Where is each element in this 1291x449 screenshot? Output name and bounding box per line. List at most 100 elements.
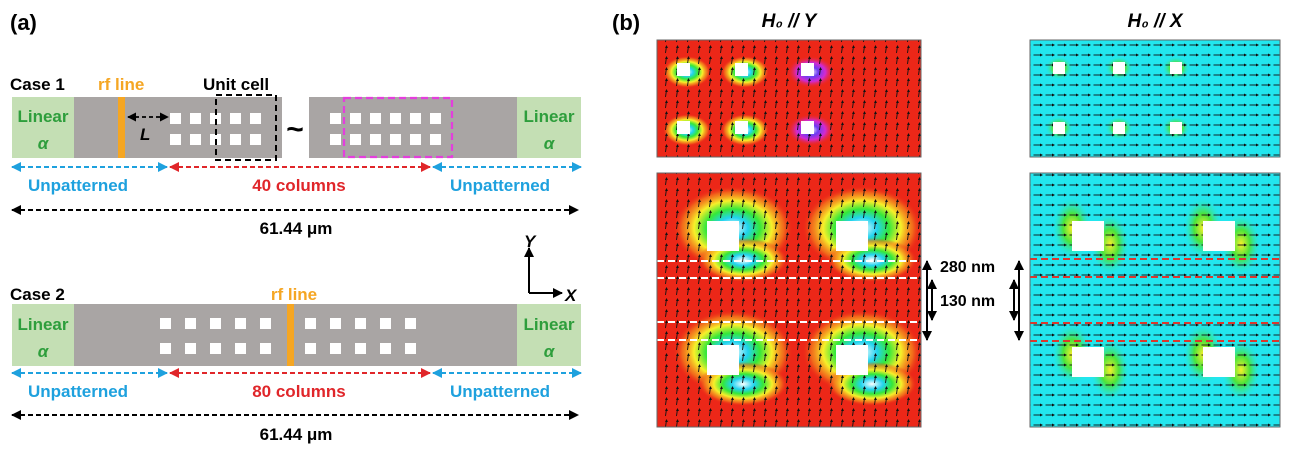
case1-length-symbol: L — [140, 125, 150, 144]
antidot-hole — [350, 113, 361, 124]
antidot-hole — [235, 318, 246, 329]
antidot-hole — [250, 113, 261, 124]
panel-b-label: (b) — [612, 10, 640, 35]
map-x-zoom-frame — [1029, 172, 1281, 428]
case2-linear-left-region — [12, 304, 74, 366]
antidot-hole — [305, 318, 316, 329]
antidot-hole — [330, 318, 341, 329]
map-y-zoom-frame — [656, 172, 922, 428]
map-x-zoom — [1030, 173, 1280, 427]
map-y-small-frame — [656, 39, 922, 158]
antidot-hole — [1203, 347, 1235, 377]
map-y-zoom — [657, 173, 921, 427]
case2-columns-label: 80 columns — [252, 382, 346, 401]
antidot-hole — [170, 113, 181, 124]
antidot-hole — [677, 63, 690, 76]
antidot-hole — [185, 318, 196, 329]
axis-y-label: Y — [524, 232, 537, 251]
antidot-hole — [410, 134, 421, 145]
antidot-hole — [801, 63, 814, 76]
case1-linear-right-label: Linear — [523, 107, 574, 126]
map-x-small-frame — [1029, 39, 1281, 158]
case1-unit-cell-label: Unit cell — [203, 75, 269, 94]
antidot-hole — [677, 121, 690, 134]
antidot-hole — [350, 134, 361, 145]
dimension-280nm-label: 280 nm — [940, 259, 995, 276]
case1-columns-label: 40 columns — [252, 176, 346, 195]
antidot-hole — [210, 343, 221, 354]
antidot-hole — [1053, 122, 1065, 134]
panel-b-left-title: H₀ // Y — [762, 11, 819, 32]
case1-antidot-array — [170, 113, 441, 145]
antidot-hole — [330, 343, 341, 354]
case2-linear-right-region — [517, 304, 581, 366]
antidot-hole — [735, 63, 748, 76]
dimension-130nm-label: 130 nm — [940, 293, 995, 310]
antidot-hole — [210, 318, 221, 329]
antidot-hole — [1170, 122, 1182, 134]
case2-antidot-array — [160, 318, 416, 354]
antidot-hole — [836, 221, 868, 251]
antidot-hole — [1072, 347, 1104, 377]
case1-rf-line-label: rf line — [98, 75, 144, 94]
case1-title: Case 1 — [10, 75, 65, 94]
map-y-small — [657, 40, 921, 157]
antidot-hole — [230, 134, 241, 145]
antidot-hole — [235, 343, 246, 354]
case1-linear-left-label: Linear — [17, 107, 68, 126]
antidot-hole — [355, 318, 366, 329]
map-x-small — [1030, 40, 1280, 157]
panel-a-label: (a) — [10, 10, 37, 35]
antidot-hole — [390, 134, 401, 145]
antidot-hole — [430, 134, 441, 145]
case2-rf-line — [287, 304, 294, 366]
case2-linear-right-alpha: α — [544, 342, 556, 361]
case1-unpatterned-left-label: Unpatterned — [28, 176, 128, 195]
case2-bar-body — [12, 304, 581, 366]
antidot-hole — [170, 134, 181, 145]
case2-bar — [12, 304, 581, 366]
antidot-hole — [330, 134, 341, 145]
antidot-hole — [185, 343, 196, 354]
antidot-hole — [370, 134, 381, 145]
case1-linear-left-alpha: α — [38, 134, 50, 153]
antidot-hole — [330, 113, 341, 124]
antidot-hole — [210, 113, 221, 124]
antidot-hole — [1053, 62, 1065, 74]
case1-rf-line — [118, 97, 125, 158]
antidot-hole — [836, 345, 868, 375]
case1-break-tilde: ~ — [286, 113, 304, 146]
axes-indicator — [524, 247, 563, 298]
antidot-hole — [1203, 221, 1235, 251]
antidot-hole — [801, 121, 814, 134]
antidot-hole — [707, 221, 739, 251]
panel-b-right-title: H₀ // X — [1127, 11, 1183, 32]
antidot-hole — [1113, 122, 1125, 134]
axis-x-label: X — [564, 286, 578, 305]
antidot-hole — [1170, 62, 1182, 74]
case2-unpatterned-left-label: Unpatterned — [28, 382, 128, 401]
antidot-hole — [430, 113, 441, 124]
antidot-hole — [260, 343, 271, 354]
case2-unpatterned-right-label: Unpatterned — [450, 382, 550, 401]
antidot-hole — [380, 343, 391, 354]
case1-linear-left-region — [12, 97, 74, 158]
antidot-hole — [260, 318, 271, 329]
case2-linear-left-label: Linear — [17, 315, 68, 334]
case1-linear-right-alpha: α — [544, 134, 556, 153]
antidot-hole — [390, 113, 401, 124]
antidot-hole — [230, 113, 241, 124]
case1-bar — [12, 97, 581, 158]
antidot-hole — [735, 121, 748, 134]
case2-title: Case 2 — [10, 285, 65, 304]
antidot-hole — [250, 134, 261, 145]
case2-linear-right-label: Linear — [523, 315, 574, 334]
antidot-hole — [370, 113, 381, 124]
antidot-hole — [190, 134, 201, 145]
case2-linear-left-alpha: α — [38, 342, 50, 361]
antidot-hole — [190, 113, 201, 124]
case2-rf-line-label: rf line — [271, 285, 317, 304]
antidot-hole — [305, 343, 316, 354]
case1-magenta-highlight-box — [342, 96, 454, 159]
